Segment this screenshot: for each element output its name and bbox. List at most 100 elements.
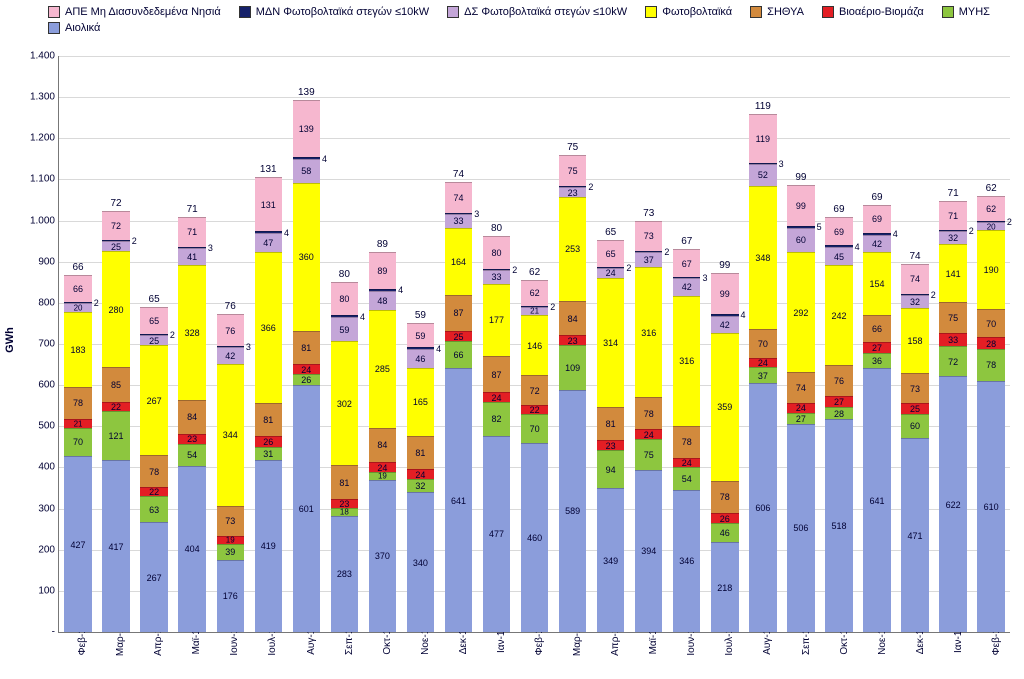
legend-label: Αιολικά	[65, 22, 100, 34]
bar: 4716025731583227474	[901, 264, 928, 632]
bar-segment-ds: 42	[673, 278, 700, 295]
bar-segment-myis: 19	[369, 472, 396, 480]
bar-top-label: 65	[149, 294, 160, 307]
bar-segment-label: 316	[679, 356, 694, 366]
bar-segment-pv: 316	[635, 267, 662, 397]
bar: 4607022721462126262	[521, 280, 548, 632]
bar-segment-aiolika: 641	[863, 368, 890, 632]
bar-segment-label: 72	[111, 221, 121, 231]
bar-segment-label: 22	[111, 402, 121, 412]
x-tick: Ιουν-17	[210, 635, 248, 679]
bar-segment-pv: 190	[977, 230, 1004, 308]
bar-segment-label: 292	[793, 308, 808, 318]
bar-segment-label: 506	[793, 523, 808, 533]
bar-segment-myis: 54	[673, 467, 700, 489]
bar-segment-label: 70	[73, 437, 83, 447]
bar-segment-ds: 32	[939, 231, 966, 244]
x-tick: Αυγ-17	[286, 635, 324, 679]
bar-segment-label: 22	[149, 487, 159, 497]
bar-segment-ape: 59	[407, 323, 434, 347]
bar-segment-label: 73	[225, 516, 235, 526]
bar-segment-aiolika: 427	[64, 456, 91, 632]
bar-segment-myis: 37	[749, 367, 776, 382]
legend-label: ΜΔΝ Φωτοβολταϊκά στεγών ≤10kW	[256, 6, 429, 18]
bar: 4778224871773328080	[483, 236, 510, 632]
x-tick: Απρ-17	[134, 635, 172, 679]
x-tick: Οκτ-18	[820, 635, 858, 679]
bar-segment-mdn: 2	[597, 267, 624, 268]
bar-segment-sithya: 81	[597, 407, 624, 440]
bar-segment-ape: 73	[635, 221, 662, 251]
bar-segment-pv: 146	[521, 315, 548, 375]
bar-column: 1763919733444237676	[211, 56, 249, 632]
legend-label: ΜΥΗΣ	[959, 6, 990, 18]
bar-segment-label: 65	[149, 316, 159, 326]
legend-label: ΑΠΕ Μη Διασυνδεδεμένα Νησιά	[65, 6, 221, 18]
bar-segment-aiolika: 349	[597, 488, 624, 632]
bar-top-label: 67	[681, 236, 692, 249]
bar: 6416625871643337474	[445, 182, 472, 632]
bars-container: 4277021781832026666417121228528025272722…	[59, 56, 1010, 632]
bar-segment-label: 33	[948, 335, 958, 345]
bar-segment-mdn: 5	[787, 226, 814, 228]
bar-top-label: 62	[986, 183, 997, 196]
bar-segment-label: 19	[378, 472, 387, 481]
bar-segment-sithya: 81	[255, 403, 282, 436]
bar-segment-mdn: 3	[178, 247, 205, 248]
bar-segment-mdn: 2	[901, 294, 928, 295]
bar-column: 2831823813025948080	[325, 56, 363, 632]
bar-segment-label: 24	[644, 430, 654, 440]
bar-segment-label: 348	[755, 253, 770, 263]
bar-segment-label: 253	[565, 244, 580, 254]
x-tick: Φεβ-19	[972, 635, 1010, 679]
bar-segment-ape: 75	[559, 155, 586, 186]
bar-segment-bio: 24	[407, 469, 434, 479]
bar-segment-myis: 36	[863, 353, 890, 368]
bar-segment-aiolika: 370	[369, 480, 396, 632]
bar-segment-ape: 65	[140, 307, 167, 334]
bar-segment-label: 622	[946, 500, 961, 510]
bar-segment-mdn: 2	[64, 302, 91, 303]
bar-segment-bio: 24	[293, 364, 320, 374]
bar-segment-mdn: 2	[521, 306, 548, 307]
bar-column: 3701924842854848989	[363, 56, 401, 632]
bar-top-label: 89	[377, 239, 388, 252]
bar-segment-ape: 76	[217, 314, 244, 345]
bar-segment-ds: 20	[64, 303, 91, 311]
bar-segment-bio: 23	[559, 335, 586, 344]
bar-segment-label: 349	[603, 556, 618, 566]
bar-segment-label: 366	[261, 323, 276, 333]
bar-segment-myis: 54	[178, 444, 205, 466]
bar-segment-ape: 139	[293, 100, 320, 157]
bar-segment-ape: 69	[863, 205, 890, 233]
bar-segment-sithya: 75	[939, 302, 966, 333]
bar-segment-mdn: 2	[483, 269, 510, 270]
bar-segment-label: 23	[606, 441, 616, 451]
bar-segment-myis: 60	[901, 414, 928, 439]
bar-segment-ape: 62	[977, 196, 1004, 222]
x-tick: Σεπ-18	[781, 635, 819, 679]
bar-segment-mdn: 2	[559, 186, 586, 187]
bar-segment-sithya: 78	[140, 455, 167, 487]
bar-segment-label: 24	[758, 358, 768, 368]
bar-segment-label: 70	[758, 339, 768, 349]
bar-segment-label: 601	[299, 504, 314, 514]
bar: 1763919733444237676	[217, 314, 244, 632]
bar: 6413627661544246969	[863, 205, 890, 632]
bar-segment-pv: 164	[445, 228, 472, 295]
bar-column: 6413627661544246969	[858, 56, 896, 632]
bar-segment-bio: 27	[825, 396, 852, 407]
bar-segment-bio: 24	[369, 462, 396, 472]
bar-segment-mdn: 3	[749, 163, 776, 164]
x-tick: Μαϊ-18	[629, 635, 667, 679]
bar-column: 2676322782672526565	[135, 56, 173, 632]
bar-top-label: 62	[529, 267, 540, 280]
bar-segment-sithya: 70	[749, 329, 776, 358]
bar-segment-pv: 154	[863, 252, 890, 315]
bar-top-label: 80	[339, 269, 350, 282]
bar-column: 6227233751413227171	[934, 56, 972, 632]
bar-segment-label: 59	[415, 331, 425, 341]
bar-segment-pv: 316	[673, 296, 700, 426]
bar-segment-label: 139	[299, 124, 314, 134]
bar-segment-label: 37	[758, 371, 768, 381]
